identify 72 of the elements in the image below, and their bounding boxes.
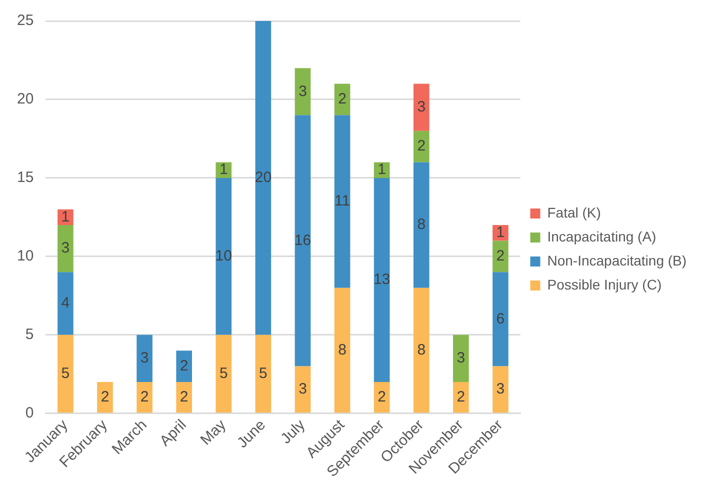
bar xyxy=(58,272,74,335)
legend-label: Incapacitating (A) xyxy=(547,228,656,244)
bar xyxy=(176,350,192,382)
data-label: 3 xyxy=(456,350,466,367)
bar xyxy=(58,225,74,272)
data-label: 2 xyxy=(496,248,505,265)
legend-label: Non-Incapacitating (B) xyxy=(547,252,687,268)
data-label: 5 xyxy=(219,364,228,382)
bar xyxy=(255,21,272,335)
bar xyxy=(334,115,350,288)
bar xyxy=(453,334,469,382)
bar xyxy=(413,288,430,413)
data-label: 6 xyxy=(496,310,505,328)
bar xyxy=(492,240,508,272)
bar xyxy=(374,178,390,382)
bar xyxy=(413,130,430,162)
bar xyxy=(136,382,152,413)
legend-label: Fatal (K) xyxy=(547,204,601,220)
data-label: 5 xyxy=(259,364,268,382)
x-tick-label: July xyxy=(278,416,309,448)
data-label: 3 xyxy=(140,350,149,367)
data-label: 3 xyxy=(496,380,505,398)
data-label: 2 xyxy=(100,388,110,406)
data-label: 1 xyxy=(496,224,505,242)
data-label: 11 xyxy=(334,192,350,210)
data-label: 10 xyxy=(215,248,232,265)
bar xyxy=(176,382,192,413)
y-tick-label: 10 xyxy=(16,248,34,265)
x-tick-label: May xyxy=(197,416,230,449)
bar xyxy=(492,272,508,366)
data-label: 1 xyxy=(61,208,70,226)
bar xyxy=(413,84,430,131)
data-label: 20 xyxy=(254,169,272,186)
bar xyxy=(294,68,311,116)
data-label: 8 xyxy=(417,341,426,358)
y-tick-label: 20 xyxy=(16,90,34,108)
bar xyxy=(216,178,232,335)
data-label: 2 xyxy=(378,388,386,406)
data-label: 1 xyxy=(378,161,386,178)
data-label: 16 xyxy=(294,232,312,249)
bar xyxy=(97,382,113,413)
data-label: 2 xyxy=(180,388,188,406)
data-label: 3 xyxy=(417,98,426,116)
data-label: 13 xyxy=(373,271,390,288)
bar xyxy=(216,334,232,413)
data-label: 3 xyxy=(61,240,70,257)
data-label: 3 xyxy=(298,380,307,398)
data-label: 5 xyxy=(61,364,70,382)
bar xyxy=(453,382,469,413)
data-label: 2 xyxy=(140,388,149,406)
data-label: 1 xyxy=(219,161,228,178)
y-tick-label: 5 xyxy=(25,326,34,344)
bar xyxy=(413,162,430,288)
data-label: 8 xyxy=(417,216,426,234)
data-label: 2 xyxy=(417,138,426,155)
bar xyxy=(58,334,74,413)
y-tick-label: 25 xyxy=(16,12,34,30)
legend-label: Possible Injury (C) xyxy=(547,276,662,292)
data-label: 2 xyxy=(338,90,346,108)
data-label: 4 xyxy=(61,294,70,312)
bar xyxy=(136,334,152,382)
y-tick-label: 15 xyxy=(16,169,34,186)
data-label: 2 xyxy=(456,388,466,406)
bar xyxy=(294,366,311,413)
bar xyxy=(334,288,350,413)
data-label: 2 xyxy=(180,357,188,374)
bar xyxy=(294,115,311,366)
y-tick-label: 0 xyxy=(25,404,34,422)
data-label: 3 xyxy=(298,82,307,100)
data-label: 8 xyxy=(338,341,346,358)
bar xyxy=(492,366,508,413)
bar xyxy=(255,334,272,413)
